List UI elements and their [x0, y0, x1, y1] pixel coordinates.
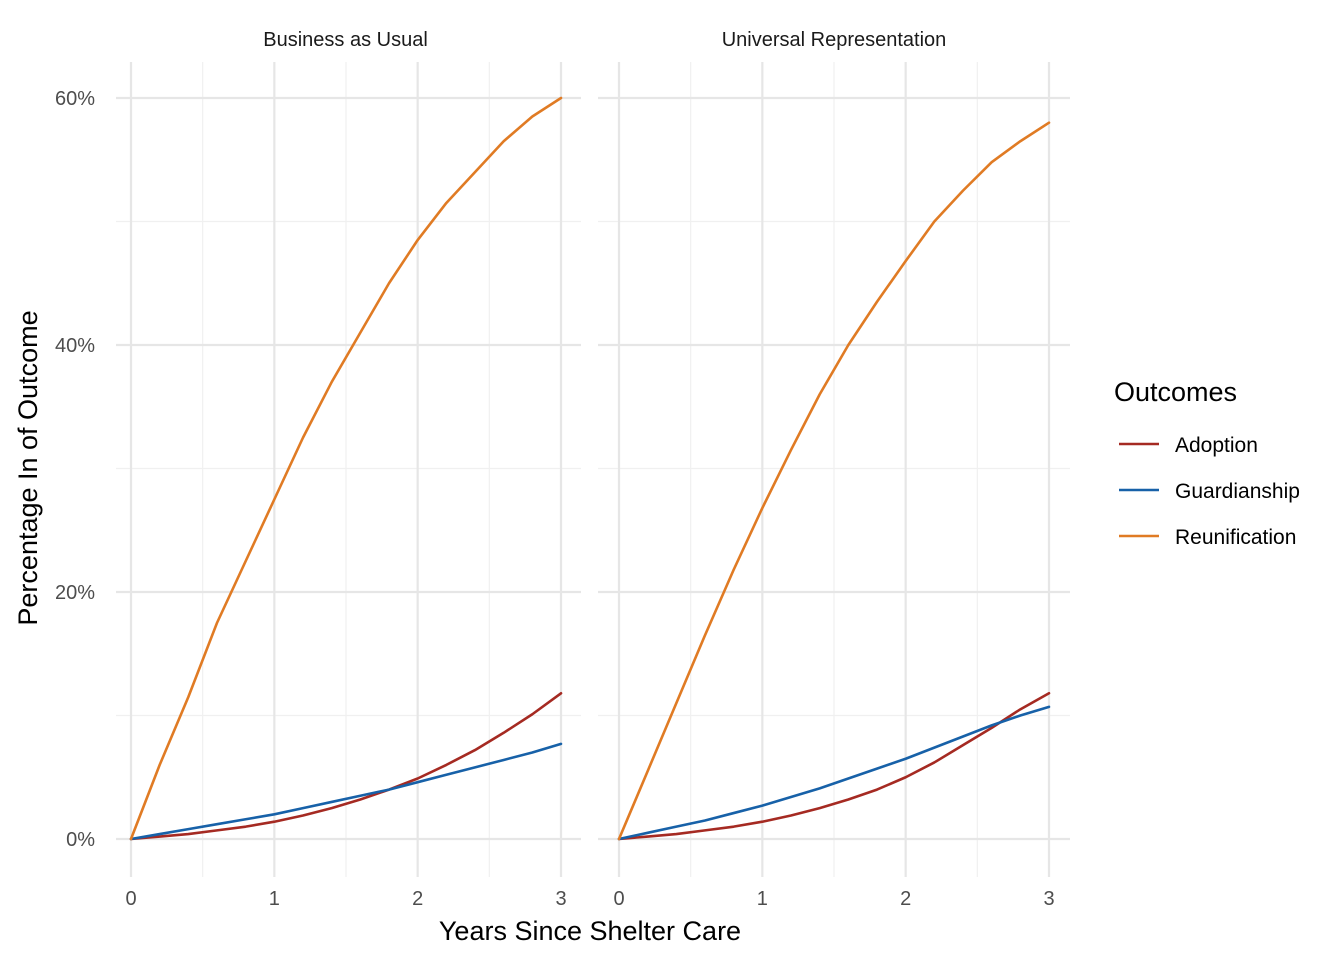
- panel-2-line-guardianship: [617, 705, 1051, 841]
- y-tick-40: 40%: [55, 335, 95, 357]
- panel-1-x-tick-0: 0: [125, 888, 136, 910]
- panel-2-x-tick-0: 0: [613, 888, 624, 910]
- panel-2-x-ticks: 0 1 2 3: [613, 888, 1054, 910]
- panel-2-x-tick-1: 1: [757, 888, 768, 910]
- panel-2-line-adoption: [617, 691, 1051, 841]
- panel-universal-representation: Universal Representation 0 1 2 3: [598, 29, 1070, 910]
- y-axis-title: Percentage In of Outcome: [13, 310, 43, 625]
- x-axis-title: Years Since Shelter Care: [439, 916, 741, 946]
- legend-item-adoption: Adoption: [1119, 434, 1258, 457]
- panel-2-grid: [598, 62, 1070, 877]
- panel-1-x-tick-2: 2: [412, 888, 423, 910]
- panel-2-title: Universal Representation: [722, 29, 947, 51]
- panel-1-line-guardianship: [129, 742, 563, 841]
- panel-1-title: Business as Usual: [263, 29, 428, 51]
- panel-2-line-reunification: [617, 121, 1051, 841]
- legend-title: Outcomes: [1114, 377, 1237, 407]
- panel-1-line-reunification: [129, 96, 563, 841]
- y-tick-20: 20%: [55, 582, 95, 604]
- legend: Outcomes Adoption Guardianship Reunifica…: [1114, 377, 1300, 549]
- panel-1-x-ticks: 0 1 2 3: [125, 888, 566, 910]
- panel-1-line-adoption: [129, 691, 563, 841]
- panel-1-x-tick-1: 1: [269, 888, 280, 910]
- legend-label-guardianship: Guardianship: [1175, 480, 1300, 503]
- y-ticks: 0% 20% 40% 60%: [55, 88, 95, 851]
- y-tick-60: 60%: [55, 88, 95, 110]
- legend-label-reunification: Reunification: [1175, 526, 1296, 549]
- panel-1-series: [129, 96, 563, 841]
- panel-2-x-tick-2: 2: [900, 888, 911, 910]
- legend-item-guardianship: Guardianship: [1119, 480, 1300, 503]
- y-tick-0: 0%: [66, 829, 95, 851]
- legend-item-reunification: Reunification: [1119, 526, 1296, 549]
- legend-label-adoption: Adoption: [1175, 434, 1258, 457]
- panel-2-x-tick-3: 3: [1043, 888, 1054, 910]
- panel-1-x-tick-3: 3: [555, 888, 566, 910]
- panel-2-series: [617, 121, 1051, 841]
- panel-business-as-usual: Business as Usual 0 1 2 3: [116, 29, 581, 910]
- panel-1-grid: [116, 62, 581, 877]
